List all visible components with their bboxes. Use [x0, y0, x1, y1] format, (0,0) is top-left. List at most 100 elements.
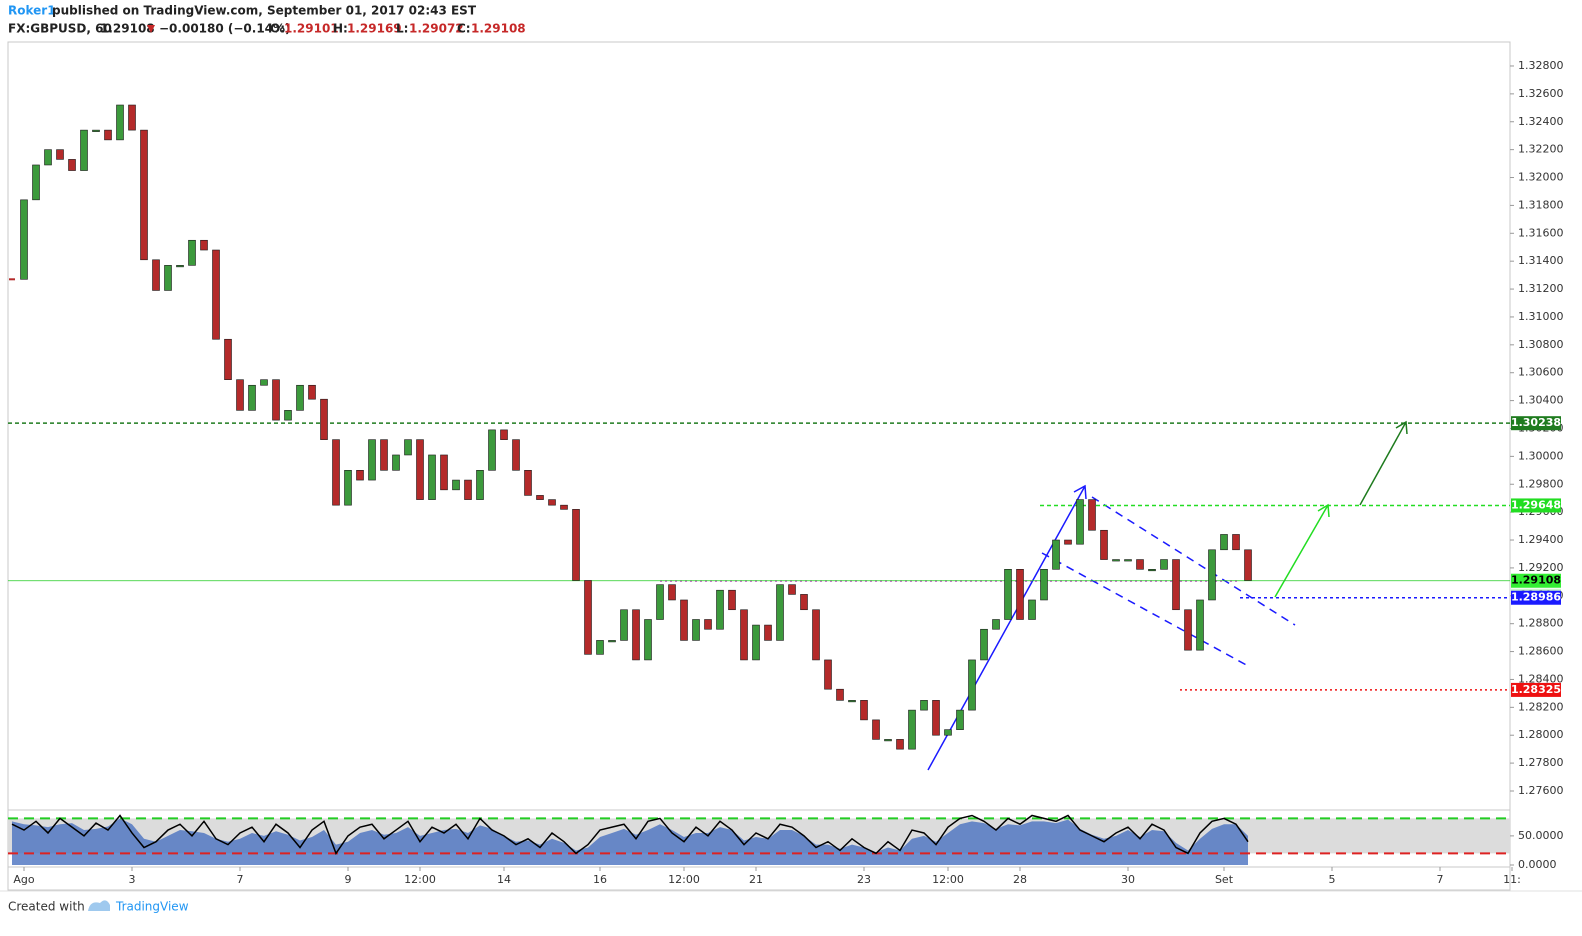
ohlc-value: 1.29101	[284, 22, 339, 36]
candle	[104, 129, 112, 141]
candle	[1052, 539, 1060, 570]
y-tick-label: 1.27800	[1518, 756, 1564, 769]
candle	[1124, 559, 1132, 562]
candle	[596, 640, 604, 655]
y-tick-label: 1.28400	[1518, 672, 1564, 685]
y-tick-label: 1.32800	[1518, 59, 1564, 72]
arrow-head	[1073, 484, 1087, 500]
candle	[80, 129, 88, 171]
osc-tick-label: 50.0000	[1518, 829, 1564, 842]
candle	[980, 628, 988, 661]
candle	[1196, 599, 1204, 651]
y-tick-label: 1.32000	[1518, 171, 1564, 184]
candle	[1208, 549, 1216, 601]
candle	[464, 479, 472, 500]
candle	[452, 479, 460, 491]
candle	[1136, 559, 1144, 570]
candle	[32, 164, 40, 201]
x-tick-label: 7	[1437, 873, 1444, 886]
candle	[224, 338, 232, 380]
price-tag	[1511, 498, 1561, 513]
candle	[1004, 569, 1012, 620]
candle	[212, 249, 220, 340]
candle	[872, 719, 880, 740]
y-tick-label: 1.28800	[1518, 617, 1564, 630]
x-tick-label: 30	[1121, 873, 1135, 886]
candle	[116, 104, 124, 141]
author[interactable]: Roker1	[8, 4, 56, 18]
drawings	[660, 420, 1408, 771]
x-tick-label: 5	[1329, 873, 1336, 886]
candle	[392, 454, 400, 471]
brand[interactable]: TradingView	[115, 900, 189, 914]
candle	[932, 700, 940, 736]
price-tag	[1511, 573, 1561, 588]
projection-arrow	[1274, 504, 1329, 598]
candle	[560, 504, 568, 510]
y-tick-label: 1.29200	[1518, 561, 1564, 574]
candle	[536, 495, 544, 500]
candle	[416, 439, 424, 500]
x-tick-label: 28	[1013, 873, 1027, 886]
symbol: FX:GBPUSD, 60	[8, 22, 112, 36]
candle	[656, 584, 664, 620]
candle	[848, 700, 856, 703]
candle	[284, 410, 292, 421]
candle	[1184, 609, 1192, 651]
candle	[920, 700, 928, 711]
candle	[296, 384, 304, 411]
candle	[836, 688, 844, 701]
candle	[44, 149, 52, 166]
ohlc-label: C:	[457, 22, 471, 36]
price-tag	[1511, 416, 1561, 431]
candle	[1220, 534, 1228, 551]
y-tick-label: 1.31200	[1518, 282, 1564, 295]
candle	[512, 439, 520, 471]
candle	[1232, 534, 1240, 551]
projection-arrow	[1359, 421, 1407, 506]
y-tick-label: 1.29400	[1518, 533, 1564, 546]
candle	[1244, 549, 1252, 581]
y-tick-label: 1.29800	[1518, 477, 1564, 490]
candle	[152, 259, 160, 291]
candle	[380, 439, 388, 471]
candle	[704, 619, 712, 630]
candle	[140, 129, 148, 261]
x-tick-label: 23	[857, 873, 871, 886]
price-tag-label: 1.29108	[1511, 574, 1561, 587]
candle	[164, 265, 172, 291]
y-tick-label: 1.30400	[1518, 394, 1564, 407]
x-tick-label: 14	[497, 873, 511, 886]
candle	[644, 619, 652, 661]
x-tick-label: 21	[749, 873, 763, 886]
y-tick-label: 1.30600	[1518, 366, 1564, 379]
candle	[188, 239, 196, 266]
candle	[476, 470, 484, 500]
osc-line	[11, 814, 1249, 855]
candle	[992, 619, 1000, 630]
trend-arrow	[927, 485, 1086, 771]
candle	[740, 609, 748, 661]
change: −0.00180 (−0.14%)	[159, 22, 291, 36]
candle	[524, 470, 532, 496]
last-price: 1.29108	[100, 22, 155, 36]
y-tick-label: 1.28000	[1518, 728, 1564, 741]
candle	[608, 640, 616, 643]
candle	[404, 439, 412, 456]
candle	[1040, 569, 1048, 601]
candle	[896, 739, 904, 750]
ohlc-label: O:	[270, 22, 285, 36]
candle	[776, 584, 784, 641]
candle	[860, 700, 868, 721]
candle	[1064, 539, 1072, 545]
candle	[632, 609, 640, 661]
candle	[548, 499, 556, 506]
created-with: Created with	[8, 900, 85, 914]
candle	[716, 589, 724, 630]
candle	[236, 379, 244, 411]
candle	[812, 609, 820, 661]
ohlc-value: 1.29108	[471, 22, 526, 36]
candle	[584, 580, 592, 655]
